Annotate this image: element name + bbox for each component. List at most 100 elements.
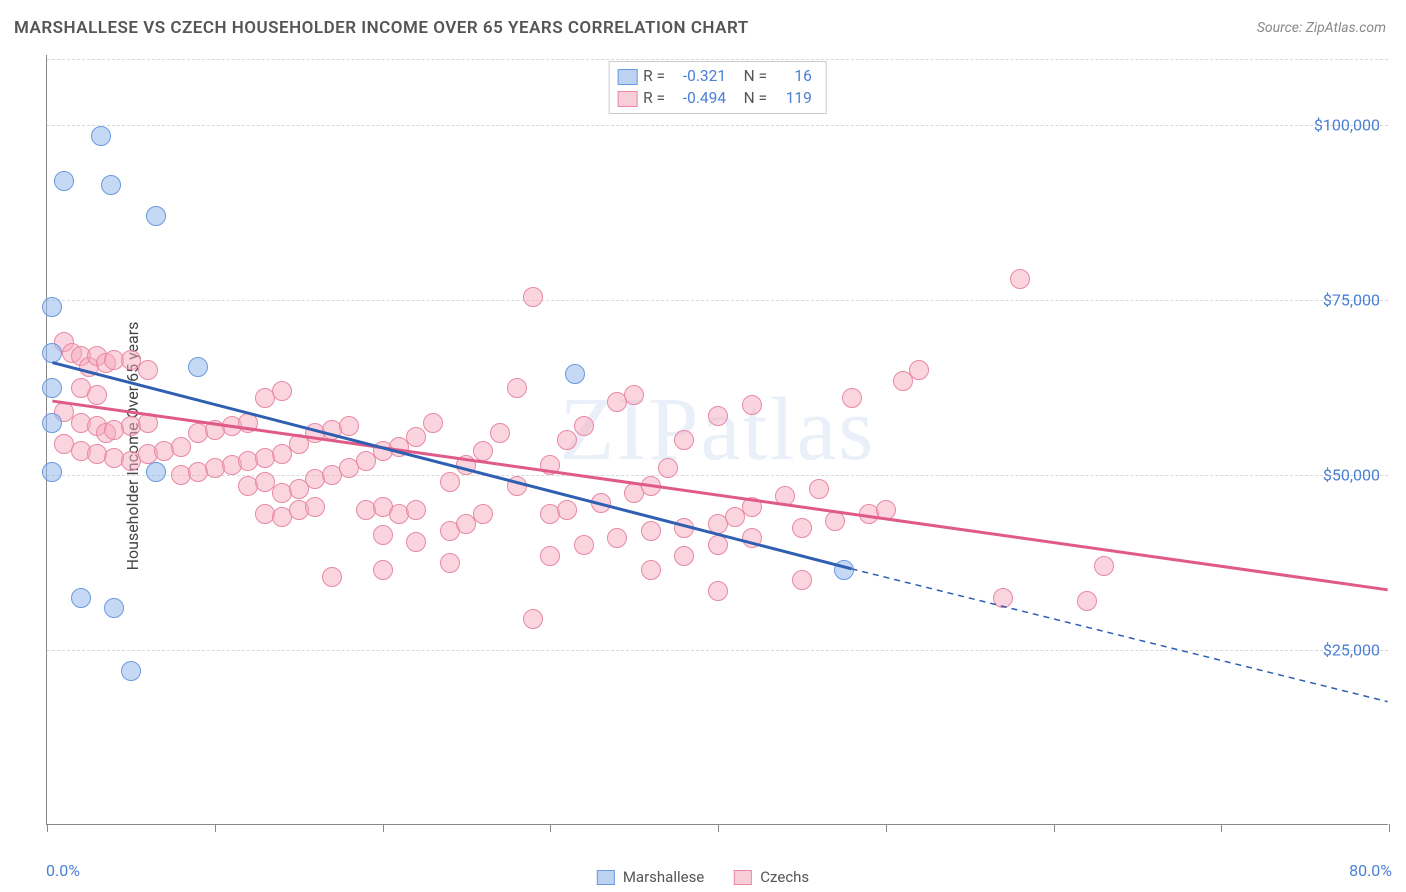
data-point (406, 427, 426, 447)
watermark: ZIPatlas (560, 378, 876, 481)
data-point (146, 206, 166, 226)
gridline (47, 650, 1388, 651)
x-axis-max-label: 80.0% (1349, 861, 1392, 880)
data-point (674, 546, 694, 566)
data-point (456, 455, 476, 475)
data-point (993, 588, 1013, 608)
data-point (473, 441, 493, 461)
data-point (876, 500, 896, 520)
gridline (47, 59, 1388, 60)
x-tick (383, 824, 384, 832)
data-point (272, 381, 292, 401)
data-point (42, 462, 62, 482)
data-point (71, 588, 91, 608)
data-point (423, 413, 443, 433)
data-point (607, 528, 627, 548)
data-point (540, 546, 560, 566)
legend: Marshallese Czechs (597, 868, 809, 886)
data-point (507, 378, 527, 398)
stats-swatch (617, 69, 637, 85)
legend-item-czechs: Czechs (734, 868, 809, 886)
x-tick (718, 824, 719, 832)
data-point (121, 661, 141, 681)
gridline (47, 125, 1388, 126)
stats-row: R = -0.321 N = 16 (617, 66, 812, 88)
data-point (658, 458, 678, 478)
stats-box: R = -0.321 N = 16 R = -0.494 N = 119 (608, 61, 827, 114)
data-point (373, 525, 393, 545)
data-point (305, 497, 325, 517)
data-point (523, 609, 543, 629)
data-point (440, 472, 460, 492)
y-tick-label: $75,000 (1323, 291, 1380, 310)
data-point (624, 385, 644, 405)
data-point (641, 560, 661, 580)
data-point (87, 385, 107, 405)
data-point (674, 430, 694, 450)
data-point (42, 343, 62, 363)
stats-swatch (617, 91, 637, 107)
data-point (406, 532, 426, 552)
x-tick (1389, 824, 1390, 832)
data-point (557, 430, 577, 450)
data-point (742, 395, 762, 415)
data-point (440, 553, 460, 573)
data-point (742, 528, 762, 548)
x-axis-min-label: 0.0% (46, 861, 80, 880)
source-attribution: Source: ZipAtlas.com (1257, 20, 1386, 36)
plot-area: ZIPatlas $25,000 $50,000 $75,000 $100,000 R… (46, 55, 1388, 825)
data-point (834, 560, 854, 580)
data-point (42, 297, 62, 317)
legend-label: Czechs (760, 868, 809, 886)
data-point (339, 416, 359, 436)
data-point (842, 388, 862, 408)
data-point (708, 581, 728, 601)
data-point (574, 535, 594, 555)
y-tick-label: $100,000 (1314, 116, 1380, 135)
data-point (171, 437, 191, 457)
data-point (557, 500, 577, 520)
data-point (138, 360, 158, 380)
data-point (591, 493, 611, 513)
gridline (47, 300, 1388, 301)
stats-r-value: -0.321 (671, 66, 726, 88)
data-point (792, 570, 812, 590)
data-point (574, 416, 594, 436)
correlation-chart: MARSHALLESE VS CZECH HOUSEHOLDER INCOME … (0, 0, 1406, 892)
data-point (54, 171, 74, 191)
x-tick (47, 824, 48, 832)
data-point (146, 462, 166, 482)
y-tick-label: $50,000 (1323, 466, 1380, 485)
legend-item-marshallese: Marshallese (597, 868, 704, 886)
legend-label: Marshallese (623, 868, 704, 886)
x-tick (1221, 824, 1222, 832)
data-point (909, 360, 929, 380)
x-tick (886, 824, 887, 832)
data-point (473, 504, 493, 524)
data-point (1010, 269, 1030, 289)
data-point (825, 511, 845, 531)
data-point (775, 486, 795, 506)
data-point (674, 518, 694, 538)
data-point (1077, 591, 1097, 611)
stats-r-value: -0.494 (671, 88, 726, 110)
data-point (742, 497, 762, 517)
stats-row: R = -0.494 N = 119 (617, 88, 812, 110)
stats-n-value: 119 (777, 88, 812, 110)
data-point (1094, 556, 1114, 576)
data-point (565, 364, 585, 384)
data-point (238, 413, 258, 433)
data-point (104, 598, 124, 618)
y-tick-label: $25,000 (1323, 641, 1380, 660)
data-point (490, 423, 510, 443)
data-point (792, 518, 812, 538)
data-point (641, 476, 661, 496)
data-point (523, 287, 543, 307)
data-point (101, 175, 121, 195)
x-tick (215, 824, 216, 832)
legend-swatch (734, 870, 752, 885)
data-point (322, 567, 342, 587)
stats-n-value: 16 (777, 66, 812, 88)
data-point (406, 500, 426, 520)
data-point (809, 479, 829, 499)
